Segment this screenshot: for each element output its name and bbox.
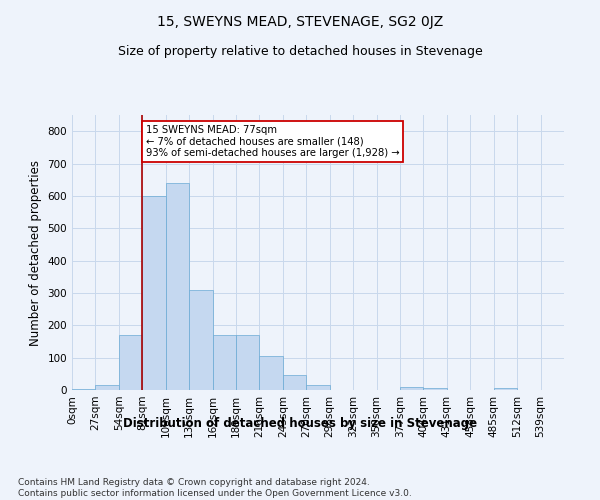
Text: Distribution of detached houses by size in Stevenage: Distribution of detached houses by size …	[123, 418, 477, 430]
Text: Size of property relative to detached houses in Stevenage: Size of property relative to detached ho…	[118, 45, 482, 58]
Text: Contains HM Land Registry data © Crown copyright and database right 2024.
Contai: Contains HM Land Registry data © Crown c…	[18, 478, 412, 498]
Bar	[424, 388, 447, 390]
Text: 15 SWEYNS MEAD: 77sqm
← 7% of detached houses are smaller (148)
93% of semi-deta: 15 SWEYNS MEAD: 77sqm ← 7% of detached h…	[146, 124, 400, 158]
Bar	[212, 335, 236, 390]
Bar	[95, 385, 119, 390]
Bar	[306, 385, 330, 390]
Bar	[494, 388, 517, 390]
Text: 15, SWEYNS MEAD, STEVENAGE, SG2 0JZ: 15, SWEYNS MEAD, STEVENAGE, SG2 0JZ	[157, 15, 443, 29]
Bar	[142, 196, 166, 390]
Bar	[72, 389, 95, 390]
Bar	[283, 376, 306, 390]
Bar	[236, 335, 259, 390]
Bar	[189, 290, 212, 390]
Bar	[400, 387, 424, 390]
Bar	[166, 183, 189, 390]
Bar	[119, 335, 142, 390]
Y-axis label: Number of detached properties: Number of detached properties	[29, 160, 42, 346]
Bar	[259, 356, 283, 390]
